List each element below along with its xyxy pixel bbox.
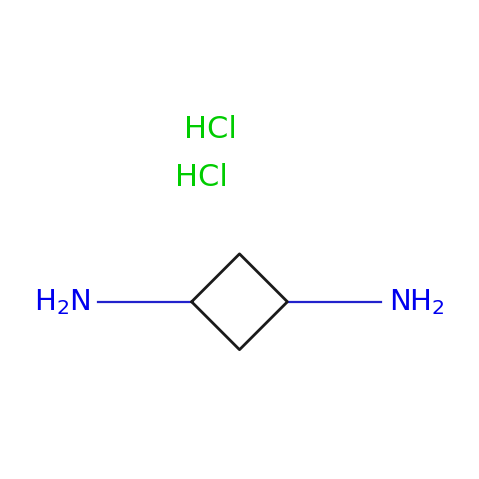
Text: HCl: HCl (175, 163, 228, 192)
Text: H$_2$N: H$_2$N (34, 287, 91, 317)
Text: HCl: HCl (184, 115, 237, 144)
Text: NH$_2$: NH$_2$ (389, 287, 445, 317)
